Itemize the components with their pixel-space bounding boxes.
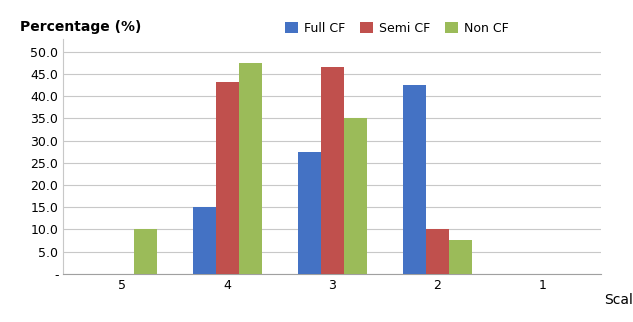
Text: Percentage (%): Percentage (%) (20, 20, 142, 34)
Bar (192, 207, 216, 274)
Bar (239, 63, 262, 274)
X-axis label: Scale: Scale (604, 292, 633, 307)
Legend: Full CF, Semi CF, Non CF: Full CF, Semi CF, Non CF (280, 17, 513, 40)
Bar (321, 67, 344, 274)
Bar (134, 229, 157, 274)
Bar (216, 82, 239, 274)
Bar (344, 118, 367, 274)
Bar (449, 241, 472, 274)
Bar (403, 85, 426, 274)
Bar (426, 229, 449, 274)
Bar (298, 152, 321, 274)
